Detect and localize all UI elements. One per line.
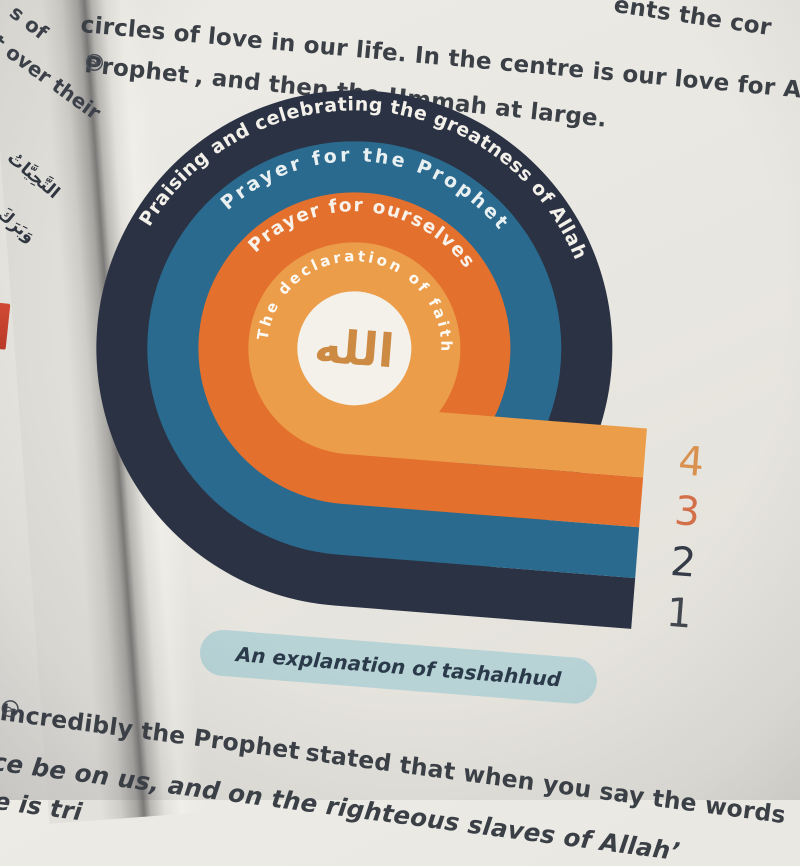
center-circle (297, 291, 412, 406)
tashahhud-diagram: Praising and celebrating the greatness o… (96, 76, 706, 706)
concentric-rings-graphic: Praising and celebrating the greatness o… (96, 76, 706, 638)
paragraph-line: Incredibly the Prophet stated that when y… (0, 698, 788, 829)
bar-number-2: 2 (669, 539, 698, 587)
bar-number-1: 1 (665, 590, 694, 638)
bar-number-4: 4 (677, 438, 706, 486)
allah-calligraphy: الله (312, 318, 396, 378)
paragraph-line: Prophet, and then the Ummah at large. (83, 52, 608, 133)
bar-number-3: 3 (673, 488, 702, 536)
